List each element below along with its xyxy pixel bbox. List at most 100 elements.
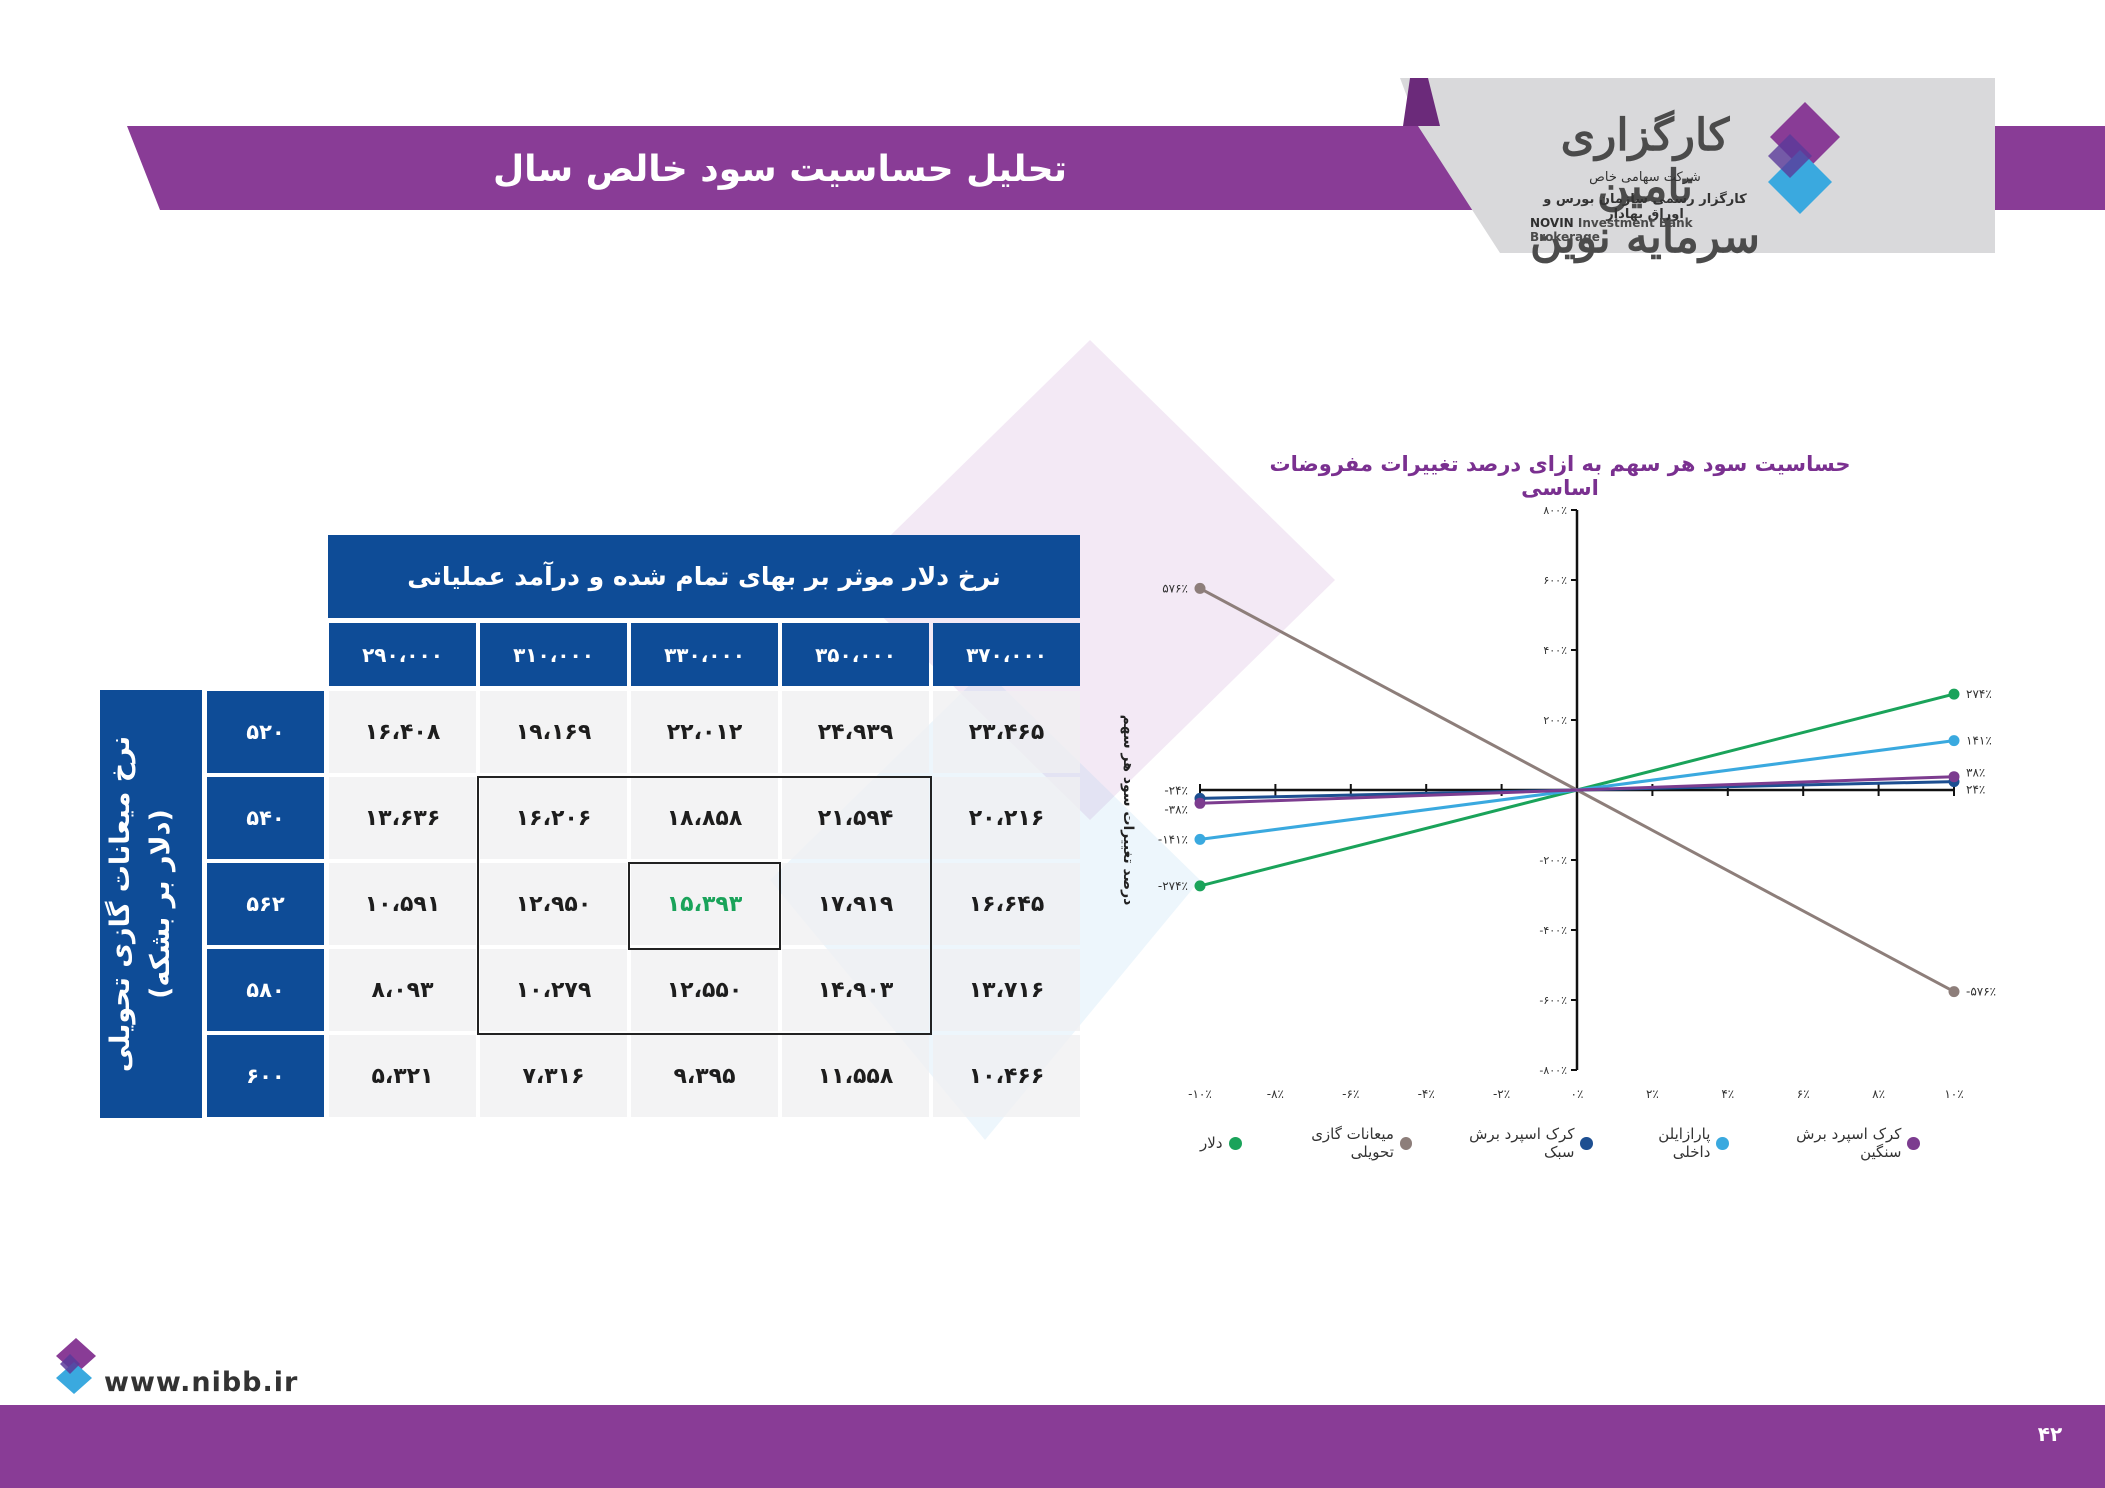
x-tick-label: -۸٪ <box>1267 1087 1284 1101</box>
x-tick-label: -۴٪ <box>1418 1087 1435 1101</box>
y-tick-label: -۸۰۰٪ <box>1539 1064 1567 1077</box>
x-tick-label: -۶٪ <box>1342 1087 1359 1101</box>
logo-subtitle: کارگزار رسمی سازمان بورس و اوراق بهادار <box>1543 192 1747 222</box>
base-case-box <box>628 862 781 950</box>
table-cell: ۱۲،۹۵۰ <box>480 863 627 945</box>
table-cell: ۲۳،۴۶۵ <box>933 691 1080 773</box>
side-label-line1: نرخ میعانات گازی تحویلی <box>105 735 136 1073</box>
row-header: ۵۸۰ <box>207 949 324 1031</box>
table-cell: ۱۳،۶۳۶ <box>329 777 476 859</box>
data-label: -۲۷۴٪ <box>1158 879 1188 893</box>
column-header: ۳۵۰،۰۰۰ <box>782 623 929 686</box>
data-label: ۱۴۱٪ <box>1966 734 1992 748</box>
y-tick-label: ۶۰۰٪ <box>1543 574 1567 587</box>
chart-legend: دلار میعانات گازی تحویلی کرک اسپرد برش سبک… <box>1200 1125 1920 1161</box>
table-cell: ۷،۳۱۶ <box>480 1035 627 1117</box>
legend-marker <box>1399 1136 1413 1150</box>
y-tick-label: ۴۰۰٪ <box>1543 644 1567 657</box>
table-cell: ۱۵،۳۹۳ <box>631 863 778 945</box>
legend-item: دلار <box>1200 1130 1242 1156</box>
data-label: -۱۴۱٪ <box>1158 832 1188 846</box>
x-tick-label: ۶٪ <box>1797 1087 1810 1101</box>
logo-company-type: شرکت سهامی خاص <box>1589 170 1701 185</box>
y-tick-label: -۴۰۰٪ <box>1539 924 1567 937</box>
table-cell: ۱۳،۷۱۶ <box>933 949 1080 1031</box>
legend-label: کرک اسپرد برش سنگین <box>1796 1125 1902 1161</box>
y-tick-label: ۸۰۰٪ <box>1543 504 1567 517</box>
table-cell: ۲۱،۵۹۴ <box>782 777 929 859</box>
legend-item: کرک اسپرد برش سبک <box>1438 1125 1594 1161</box>
row-header: ۵۶۲ <box>207 863 324 945</box>
data-label: ۲۴٪ <box>1966 783 1985 797</box>
legend-marker <box>1228 1136 1242 1150</box>
data-point <box>1948 735 1960 747</box>
side-label-box <box>100 690 202 1118</box>
footer-band <box>0 1405 2105 1488</box>
data-label: -۳۸٪ <box>1164 802 1188 816</box>
legend-marker <box>1580 1136 1594 1150</box>
row-header: ۵۴۰ <box>207 777 324 859</box>
legend-item: کرک اسپرد برش سنگین <box>1755 1125 1920 1161</box>
footer-logo <box>56 1338 96 1394</box>
table-cell: ۱۰،۴۶۶ <box>933 1035 1080 1117</box>
legend-label: دلار <box>1200 1134 1223 1152</box>
x-tick-label: ۱۰٪ <box>1944 1087 1963 1101</box>
data-point <box>1194 833 1206 845</box>
legend-label: میعانات گازی تحویلی <box>1311 1125 1394 1161</box>
table-cell: ۱۷،۹۱۹ <box>782 863 929 945</box>
data-label: ۳۸٪ <box>1966 766 1985 780</box>
series-line <box>1199 775 1955 805</box>
logo-name: کارگزاری تامین سرمایه نوین <box>1530 110 1760 263</box>
column-header: ۳۱۰،۰۰۰ <box>480 623 627 686</box>
table-cell: ۸،۰۹۳ <box>329 949 476 1031</box>
logo-english: NOVIN Investment Bank Brokerage <box>1530 216 1760 244</box>
row-header: ۵۲۰ <box>207 691 324 773</box>
page-number: ۴۲ <box>2037 1422 2063 1446</box>
side-label: نرخ میعانات گازی تحویلی (دلار بر بشکه) <box>101 689 201 1119</box>
data-point <box>1948 771 1960 783</box>
table-cell: ۱۶،۲۰۶ <box>480 777 627 859</box>
chart-title: حساسیت سود هر سهم به ازای درصد تغییرات م… <box>1269 452 1851 500</box>
table-cell: ۱۶،۶۴۵ <box>933 863 1080 945</box>
legend-item: میعانات گازی تحویلی <box>1268 1125 1413 1161</box>
data-label: ۵۷۶٪ <box>1162 581 1188 595</box>
table-cell: ۲۴،۹۳۹ <box>782 691 929 773</box>
data-label: -۲۴٪ <box>1164 783 1188 797</box>
legend-item: پارازایلن داخلی <box>1619 1125 1729 1161</box>
x-tick-label: ۲٪ <box>1646 1087 1659 1101</box>
x-tick-label: ۸٪ <box>1872 1087 1885 1101</box>
table-cell: ۱۸،۸۵۸ <box>631 777 778 859</box>
table-cell: ۲۲،۰۱۲ <box>631 691 778 773</box>
x-tick-label: ۰٪ <box>1571 1087 1584 1101</box>
y-axis-label: درصد تغییرات سود هر سهم <box>1120 715 1136 906</box>
x-tick-label: ۴٪ <box>1721 1087 1734 1101</box>
side-label-line2: (دلار بر بشکه) <box>145 809 176 999</box>
table-header: نرخ دلار موثر بر بهای تمام شده و درآمد ع… <box>328 535 1080 618</box>
website-url[interactable]: www.nibb.ir <box>104 1367 299 1398</box>
table-cell: ۵،۳۲۱ <box>329 1035 476 1117</box>
data-point <box>1194 880 1206 892</box>
column-header: ۳۳۰،۰۰۰ <box>631 623 778 686</box>
data-point <box>1194 582 1206 594</box>
table-cell: ۱۲،۵۵۰ <box>631 949 778 1031</box>
logo-en-rest: Investment Bank Brokerage <box>1530 216 1693 244</box>
x-tick-label: -۲٪ <box>1493 1087 1510 1101</box>
legend-label: کرک اسپرد برش سبک <box>1469 1125 1575 1161</box>
table-cell: ۱۰،۲۷۹ <box>480 949 627 1031</box>
legend-label: پارازایلن داخلی <box>1658 1125 1711 1161</box>
y-tick-label: -۶۰۰٪ <box>1539 994 1567 1007</box>
data-point <box>1948 688 1960 700</box>
table-cell: ۲۰،۲۱۶ <box>933 777 1080 859</box>
sensitivity-chart: -۸۰۰٪ -۶۰۰٪ -۴۰۰٪ -۲۰۰٪ ۲۰۰٪ ۴۰۰٪ ۶۰۰٪ ۸۰۰٪ -۱۰٪… <box>1120 504 1996 1101</box>
row-header: ۶۰۰ <box>207 1035 324 1117</box>
table-cell: ۹،۳۹۵ <box>631 1035 778 1117</box>
column-header: ۲۹۰،۰۰۰ <box>329 623 476 686</box>
logo-en-bold: NOVIN <box>1530 216 1574 230</box>
legend-marker <box>1716 1136 1729 1150</box>
y-tick-label: ۲۰۰٪ <box>1543 714 1567 727</box>
table-cell: ۱۱،۵۵۸ <box>782 1035 929 1117</box>
highlight-range-box <box>477 776 932 1035</box>
table-cell: ۱۰،۵۹۱ <box>329 863 476 945</box>
x-tick-label: -۱۰٪ <box>1188 1087 1212 1101</box>
data-point <box>1194 797 1206 809</box>
